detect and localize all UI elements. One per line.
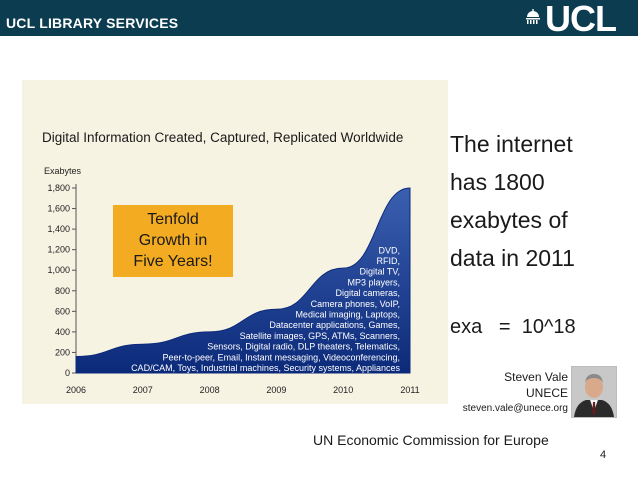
x-tick-label: 2011 bbox=[400, 385, 419, 395]
y-tick-label: 0 bbox=[65, 368, 70, 378]
exa-label: exa bbox=[450, 316, 483, 338]
side-line: exabytes of bbox=[450, 207, 568, 233]
side-line: The internet bbox=[450, 131, 573, 157]
side-statement: The internet has 1800 exabytes of data i… bbox=[450, 125, 630, 277]
author-block: Steven Vale UNECE steven.vale@unece.org bbox=[463, 369, 568, 417]
author-name: Steven Vale bbox=[504, 370, 568, 384]
exa-value: 10^18 bbox=[521, 316, 576, 338]
x-tick-label: 2010 bbox=[333, 385, 353, 395]
page-number: 4 bbox=[600, 449, 607, 461]
area-annotation: Camera phones, VoIP, bbox=[311, 299, 400, 309]
y-axis-label: Exabytes bbox=[44, 166, 82, 176]
x-tick-label: 2007 bbox=[133, 385, 153, 395]
portico-dome-icon bbox=[526, 9, 540, 24]
y-tick-label: 1,400 bbox=[47, 224, 70, 234]
exa-equals: = bbox=[498, 316, 511, 338]
callout-line: Growth in bbox=[138, 232, 208, 249]
area-annotation: Sensors, Digital radio, DLP theaters, Te… bbox=[207, 342, 400, 352]
x-tick-label: 2009 bbox=[266, 385, 286, 395]
area-annotation: Peer-to-peer, Email, Instant messaging, … bbox=[163, 352, 400, 362]
area-annotation: Digital TV, bbox=[359, 267, 400, 277]
author-email[interactable]: steven.vale@unece.org bbox=[462, 403, 568, 414]
y-tick-label: 1,200 bbox=[47, 245, 70, 255]
area-annotation: RFID, bbox=[377, 256, 401, 266]
y-tick-label: 1,800 bbox=[47, 183, 70, 193]
author-org: UNECE bbox=[525, 386, 568, 400]
area-series bbox=[75, 187, 411, 374]
callout-line: Tenfold bbox=[147, 211, 199, 228]
area-annotation: Medical imaging, Laptops, bbox=[295, 310, 400, 320]
logo-text: UCL bbox=[545, 0, 617, 39]
ucl-logo: UCL bbox=[523, 0, 635, 39]
y-tick-label: 800 bbox=[55, 286, 70, 296]
area-annotation: Satellite images, GPS, ATMs, Scanners, bbox=[240, 331, 400, 341]
side-line: has 1800 bbox=[450, 169, 545, 195]
footer-org: UN Economic Commission for Europe bbox=[313, 432, 549, 448]
x-tick-label: 2008 bbox=[200, 385, 220, 395]
area-annotation: DVD, bbox=[378, 245, 400, 255]
header-title: UCL LIBRARY SERVICES bbox=[6, 15, 179, 31]
y-tick-label: 600 bbox=[55, 306, 70, 316]
callout-line: Five Years! bbox=[133, 253, 213, 270]
area-annotation: CAD/CAM, Toys, Industrial machines, Secu… bbox=[131, 363, 400, 373]
growth-callout: Tenfold Growth in Five Years! bbox=[113, 205, 233, 277]
exa-definition: exa = 10^18 bbox=[450, 316, 576, 339]
chart-title: Digital Information Created, Captured, R… bbox=[42, 130, 404, 145]
area-annotation: MP3 players, bbox=[347, 277, 400, 287]
header-bar: UCL LIBRARY SERVICES UCL bbox=[0, 0, 638, 39]
side-line: data in 2011 bbox=[450, 245, 575, 271]
x-tick-label: 2006 bbox=[66, 385, 86, 395]
area-annotation: Datacenter applications, Games, bbox=[269, 320, 400, 330]
y-tick-label: 1,600 bbox=[47, 204, 70, 214]
area-annotation: Digital cameras, bbox=[335, 288, 400, 298]
portrait-image bbox=[572, 367, 616, 417]
y-tick-label: 200 bbox=[55, 347, 70, 357]
author-photo bbox=[571, 366, 617, 418]
y-tick-label: 1,000 bbox=[47, 265, 70, 275]
y-tick-label: 400 bbox=[55, 327, 70, 337]
